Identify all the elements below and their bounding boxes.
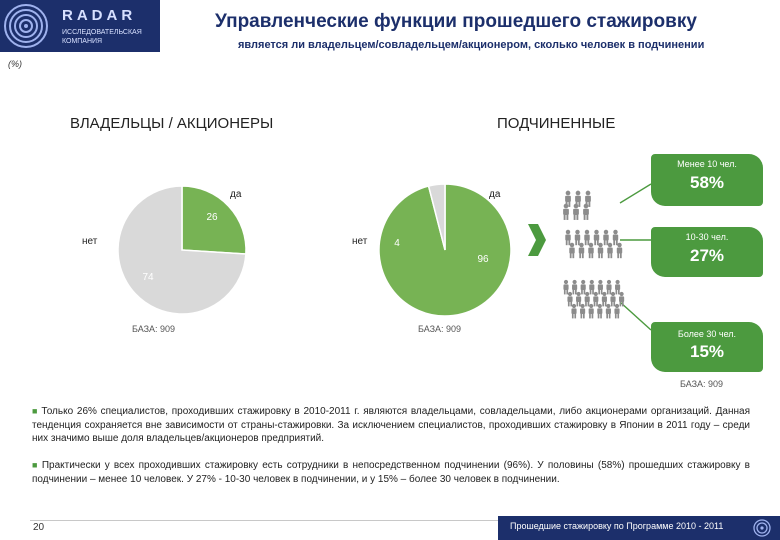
square-bullet-icon: ■ xyxy=(32,406,39,416)
person-icon xyxy=(583,203,589,220)
person-icon xyxy=(563,203,569,220)
pie-slice-value: 4 xyxy=(394,238,400,249)
logo-subtitle-line2: КОМПАНИЯ xyxy=(62,38,103,45)
pie-slice-value: 96 xyxy=(477,254,489,265)
footer-text: Прошедшие стажировку по Программе 2010 -… xyxy=(510,521,724,531)
person-icon xyxy=(563,279,569,295)
page-title: Управленческие функции прошедшего стажир… xyxy=(215,11,697,32)
connector-line xyxy=(619,301,652,331)
breakdown-base-label: БАЗА: 909 xyxy=(680,379,724,389)
person-icon xyxy=(605,303,611,319)
square-bullet-icon: ■ xyxy=(32,460,39,470)
person-icon xyxy=(597,242,604,259)
person-icon xyxy=(593,291,599,307)
person-icon xyxy=(573,203,579,220)
person-icon xyxy=(619,291,625,307)
note-text-1: Только 26% специалистов, проходивших ста… xyxy=(32,406,750,444)
person-icon xyxy=(607,242,613,259)
connector-line xyxy=(619,183,652,204)
callout-value: 15% xyxy=(689,342,725,361)
pie-legend-label: нет xyxy=(82,236,98,247)
footer-bar xyxy=(498,516,780,540)
person-icon xyxy=(571,303,577,319)
person-icon xyxy=(584,291,590,307)
person-icon xyxy=(615,279,621,295)
unit-label: (%) xyxy=(8,59,22,69)
pie-legend-label: нет xyxy=(352,236,368,247)
person-icon xyxy=(601,291,607,307)
callout-label: 10-30 чел. xyxy=(685,232,729,242)
pie-base-label: БАЗА: 909 xyxy=(132,324,175,334)
person-icon xyxy=(588,242,594,259)
person-icon xyxy=(565,190,571,207)
owners-pie-chart: 26 74 да нет БАЗА: 909 xyxy=(82,185,247,334)
chevron-right-icon xyxy=(528,224,546,256)
page-subtitle: является ли владельцем/совладельцем/акци… xyxy=(238,39,705,51)
person-icon xyxy=(616,242,623,259)
pie-legend-label: да xyxy=(230,189,242,200)
person-icon xyxy=(580,279,586,295)
callout-label: Более 30 чел. xyxy=(677,329,737,339)
note-text-2: Практически у всех проходивших стажировк… xyxy=(32,460,750,485)
callout-over-30: Более 30 чел. 15% xyxy=(651,322,763,372)
pie-slice xyxy=(117,185,247,315)
people-group-small-icon xyxy=(563,190,591,220)
person-icon xyxy=(597,303,603,319)
person-icon xyxy=(578,242,585,259)
callout-value: 58% xyxy=(689,173,725,192)
owners-section-title: ВЛАДЕЛЬЦЫ / АКЦИОНЕРЫ xyxy=(70,115,274,132)
callout-label: Менее 10 чел. xyxy=(677,159,737,169)
callout-10-30: 10-30 чел. 27% xyxy=(651,227,763,277)
person-icon xyxy=(614,303,620,319)
person-icon xyxy=(588,303,594,319)
logo-name: RADAR xyxy=(62,7,137,24)
callout-under-10: Менее 10 чел. 58% xyxy=(651,154,763,206)
pie-legend-label: да xyxy=(489,189,501,200)
person-icon xyxy=(589,279,595,295)
people-group-large-icon xyxy=(563,279,625,319)
company-logo: RADAR ИССЛЕДОВАТЕЛЬСКАЯ КОМПАНИЯ xyxy=(0,0,160,52)
logo-subtitle: ИССЛЕДОВАТЕЛЬСКАЯ КОМПАНИЯ xyxy=(62,28,142,46)
pie-slice xyxy=(181,185,247,255)
subordinates-section-title: ПОДЧИНЕННЫЕ xyxy=(497,115,616,132)
footer-divider xyxy=(30,520,500,521)
person-icon xyxy=(597,279,603,295)
pie-slice xyxy=(427,183,446,251)
person-icon xyxy=(584,229,590,246)
note-paragraph-2: ■ Практически у всех проходивших стажиров… xyxy=(32,459,750,486)
subordinates-pie-chart: 96 4 да нет БАЗА: 909 xyxy=(352,183,512,334)
radar-logo-icon xyxy=(4,4,48,48)
person-icon xyxy=(565,229,571,246)
logo-subtitle-line1: ИССЛЕДОВАТЕЛЬСКАЯ xyxy=(62,29,142,36)
person-icon xyxy=(576,291,582,307)
note-paragraph-1: ■ Только 26% специалистов, проходивших ст… xyxy=(32,405,750,446)
person-icon xyxy=(603,229,609,246)
person-icon xyxy=(567,291,573,307)
person-icon xyxy=(606,279,612,295)
radar-logo-small-icon xyxy=(753,519,771,537)
callout-value: 27% xyxy=(689,246,725,265)
pie-slice-value: 74 xyxy=(142,272,154,283)
person-icon xyxy=(593,229,600,246)
people-group-medium-icon xyxy=(565,229,623,259)
page-number: 20 xyxy=(33,522,45,533)
person-icon xyxy=(569,242,575,259)
person-icon xyxy=(612,229,619,246)
person-icon xyxy=(585,190,591,207)
person-icon xyxy=(580,303,586,319)
person-icon xyxy=(572,279,578,295)
pie-base-label: БАЗА: 909 xyxy=(418,324,461,334)
person-icon xyxy=(574,229,581,246)
pie-slice-value: 26 xyxy=(206,212,218,223)
person-icon xyxy=(610,291,616,307)
